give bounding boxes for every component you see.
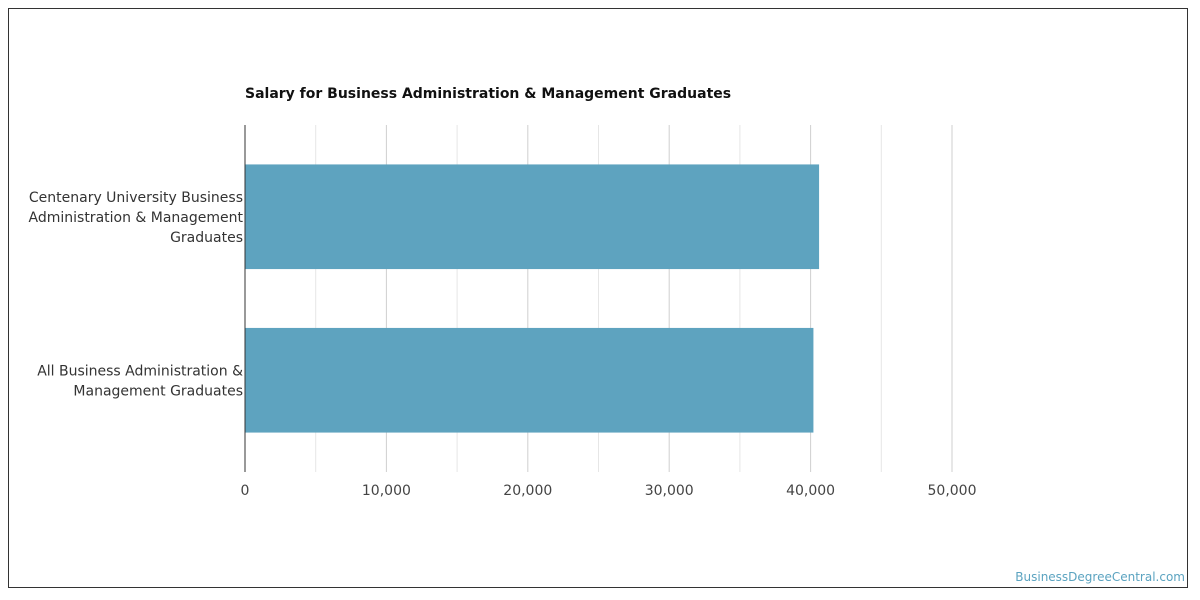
bar-0[interactable]	[245, 164, 820, 270]
category-label-line: Centenary University Business	[29, 190, 243, 206]
category-label-line: Graduates	[170, 230, 243, 246]
x-tick-label: 50,000	[928, 483, 977, 499]
category-label-line: All Business Administration &	[37, 363, 243, 379]
x-tick-label: 20,000	[503, 483, 552, 499]
x-tick-label: 40,000	[786, 483, 835, 499]
category-labels: Centenary University Business Administrat…	[29, 190, 244, 400]
category-label-line: Management Graduates	[73, 383, 243, 399]
chart-frame	[8, 8, 1188, 588]
x-tick-label: 0	[241, 483, 250, 499]
watermark-link[interactable]: BusinessDegreeCentral.com	[1015, 570, 1185, 584]
category-label-line: Administration & Management	[29, 210, 244, 226]
category-label-1: All Business Administration & Management …	[37, 363, 243, 399]
x-tick-label: 10,000	[362, 483, 411, 499]
tick-labels: 0 10,000 20,000 30,000 40,000 50,000	[241, 483, 977, 499]
bar-1[interactable]	[245, 327, 814, 433]
bars	[245, 164, 820, 433]
x-tick-label: 30,000	[645, 483, 694, 499]
category-label-0: Centenary University Business Administrat…	[29, 190, 244, 246]
chart-title: Salary for Business Administration & Man…	[245, 86, 732, 102]
